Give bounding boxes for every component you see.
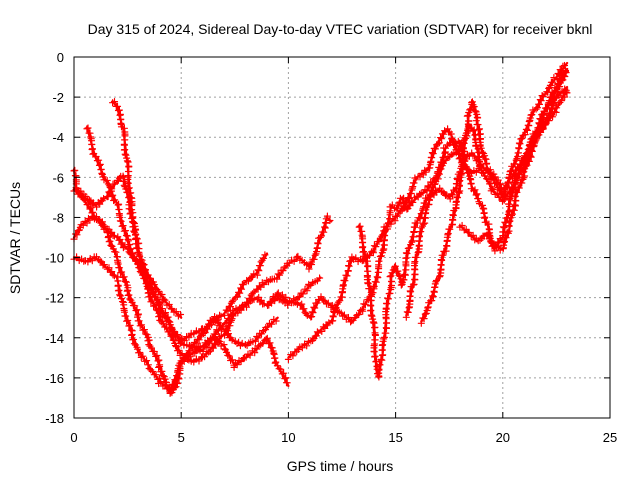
x-axis-label: GPS time / hours [287,458,394,474]
plus-markers [109,98,185,320]
series-track-11 [417,88,571,327]
series-track-12 [456,67,570,254]
series-markers [109,98,185,320]
y-tick-label: -6 [52,170,64,185]
y-tick-label: -2 [52,90,64,105]
y-tick-label: -18 [45,411,64,426]
series-markers [456,67,570,254]
series-markers [267,85,570,326]
series-track-8 [284,66,570,363]
grid-lines [74,57,610,418]
x-tick-label: 0 [70,430,77,445]
axis-ticks [73,56,611,419]
y-tick-label: -10 [45,251,64,266]
x-tick-label: 10 [281,430,295,445]
series-markers [70,253,280,393]
y-tick-label: -16 [45,371,64,386]
y-tick-label: 0 [57,50,64,65]
series-track-6 [109,98,185,320]
y-tick-labels: 0 -2 -4 -6 -8 -10 -12 -14 -16 -18 [45,50,64,426]
y-tick-label: -8 [52,210,64,225]
x-tick-label: 15 [388,430,402,445]
x-tick-label: 20 [496,430,510,445]
x-tick-label: 5 [178,430,185,445]
plus-markers [267,85,570,326]
series-track-5 [83,124,269,347]
series-track-4 [70,253,280,393]
data-series-layer [70,61,571,397]
x-tick-labels: 0 5 10 15 20 25 [70,430,617,445]
plot-frame [73,56,611,419]
chart-title: Day 315 of 2024, Sidereal Day-to-day VTE… [88,21,593,37]
plus-markers [70,253,280,393]
y-tick-label: -4 [52,130,64,145]
series-line [270,86,569,323]
y-tick-label: -12 [45,291,64,306]
plus-markers [456,67,570,254]
y-tick-label: -14 [45,331,64,346]
x-tick-label: 25 [603,430,617,445]
series-track-7 [267,85,570,326]
y-axis-label: SDTVAR / TECUs [7,182,23,294]
series-markers [417,88,571,327]
plus-markers [417,88,571,327]
